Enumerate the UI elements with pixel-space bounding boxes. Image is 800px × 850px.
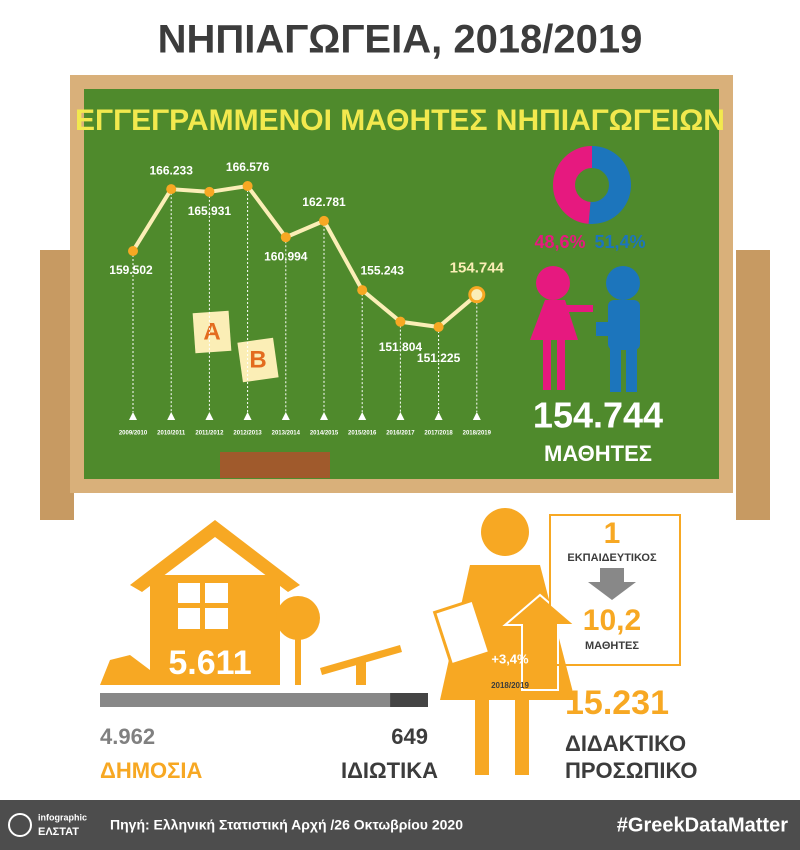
tick-marker bbox=[396, 412, 405, 420]
letter-card bbox=[192, 310, 232, 354]
schools-total: 5.611 bbox=[168, 644, 251, 682]
ratio-student-label: ΜΑΘΗΤΕΣ bbox=[585, 640, 639, 652]
source: Πηγή: Ελληνική Στατιστική Αρχή /26 Οκτωβ… bbox=[110, 817, 463, 833]
tick-marker bbox=[243, 412, 252, 420]
staff-count: 15.231 bbox=[565, 684, 669, 722]
easel-leg bbox=[736, 250, 770, 520]
point bbox=[319, 215, 329, 226]
value-label: 154.744 bbox=[450, 260, 505, 277]
letter: B bbox=[249, 346, 266, 373]
point bbox=[128, 245, 138, 256]
eraser bbox=[220, 452, 330, 478]
category-label: ΙΔΙΩΤΙΚΑ bbox=[341, 758, 438, 783]
bar-segment bbox=[100, 693, 391, 707]
boy-figure bbox=[596, 266, 640, 392]
chart-title: ΕΓΓΕΓΡΑΜΜΕΝΟΙ ΜΑΘΗΤΕΣ ΝΗΠΙΑΓΩΓΕΙΩΝ bbox=[75, 104, 725, 137]
x-tick-label: 2011/2012 bbox=[195, 431, 224, 437]
staff-year: 2018/2019 bbox=[491, 681, 529, 690]
value-label: 166.576 bbox=[226, 160, 270, 174]
value-label: 151.225 bbox=[417, 351, 461, 365]
value-label: 165.931 bbox=[188, 204, 232, 218]
x-tick-label: 2017/2018 bbox=[424, 431, 453, 437]
ratio-teachers: 1 bbox=[604, 517, 621, 550]
x-tick-label: 2013/2014 bbox=[272, 431, 301, 437]
footer-bar bbox=[0, 800, 800, 850]
teacher-figure bbox=[432, 508, 578, 775]
line bbox=[131, 183, 479, 330]
ratio-box bbox=[549, 514, 681, 666]
tick-marker bbox=[281, 412, 290, 420]
tick-marker bbox=[205, 412, 214, 420]
donut-slice bbox=[553, 146, 593, 224]
x-tick-label: 2014/2015 bbox=[310, 431, 339, 437]
donut-slice bbox=[588, 146, 631, 224]
staff-change: +3,4% bbox=[491, 651, 529, 666]
logo-text: ΕΛΣΤΑΤ bbox=[38, 826, 79, 838]
staff-label: ΔΙΔΑΚΤΙΚΟ bbox=[565, 731, 686, 756]
page-title: ΝΗΠΙΑΓΩΓΕΙΑ, 2018/2019 bbox=[158, 18, 643, 62]
ratio-students: 10,2 bbox=[583, 604, 641, 637]
x-tick-label: 2016/2017 bbox=[386, 431, 415, 437]
value-label: 159.502 bbox=[109, 263, 153, 277]
x-tick-label: 2012/2013 bbox=[233, 431, 262, 437]
point bbox=[242, 181, 253, 191]
tick-marker bbox=[358, 412, 367, 420]
bar-segment bbox=[390, 693, 428, 707]
ratio-teacher-label: ΕΚΠΑΙΔΕΥΤΙΚΟΣ bbox=[567, 552, 657, 564]
hashtag: #GreekDataMatter bbox=[617, 814, 788, 836]
tick-marker bbox=[434, 412, 443, 420]
students-label: ΜΑΘΗΤΕΣ bbox=[544, 441, 652, 466]
staff-label: ΠΡΟΣΩΠΙΚΟ bbox=[565, 758, 698, 783]
pie-label: 51,4% bbox=[594, 232, 645, 252]
x-tick-label: 2015/2016 bbox=[348, 431, 377, 437]
point bbox=[204, 186, 215, 197]
tick-marker bbox=[472, 412, 481, 420]
tick-marker bbox=[167, 412, 176, 420]
point bbox=[468, 286, 486, 304]
value-label: 162.781 bbox=[302, 195, 346, 209]
point bbox=[280, 232, 291, 243]
pie-label: 48,6% bbox=[534, 232, 585, 252]
x-tick-label: 2010/2011 bbox=[157, 431, 186, 437]
logo-text: infographic bbox=[38, 812, 87, 822]
value-label: 155.243 bbox=[361, 263, 405, 277]
x-tick-label: 2009/2010 bbox=[119, 431, 148, 437]
value-label: 151.804 bbox=[379, 340, 423, 354]
point bbox=[357, 285, 368, 296]
value-label: 4.962 bbox=[100, 724, 155, 749]
value-label: 160.994 bbox=[264, 249, 308, 263]
value-label: 649 bbox=[391, 724, 428, 749]
tick-marker bbox=[320, 412, 328, 420]
x-tick-label: 2018/2019 bbox=[463, 431, 492, 437]
point bbox=[433, 322, 444, 332]
point bbox=[166, 184, 177, 195]
easel-leg bbox=[40, 250, 74, 520]
point bbox=[395, 316, 406, 327]
category-label: ΔΗΜΟΣΙΑ bbox=[100, 758, 202, 783]
ratio-arrow bbox=[588, 568, 636, 600]
school-house bbox=[100, 520, 402, 685]
tick-marker bbox=[129, 412, 137, 420]
letter: A bbox=[203, 318, 220, 345]
girl-figure bbox=[530, 266, 593, 390]
students-count: 154.744 bbox=[533, 395, 663, 436]
logo-icon bbox=[8, 813, 32, 837]
value-label: 166.233 bbox=[150, 163, 194, 177]
